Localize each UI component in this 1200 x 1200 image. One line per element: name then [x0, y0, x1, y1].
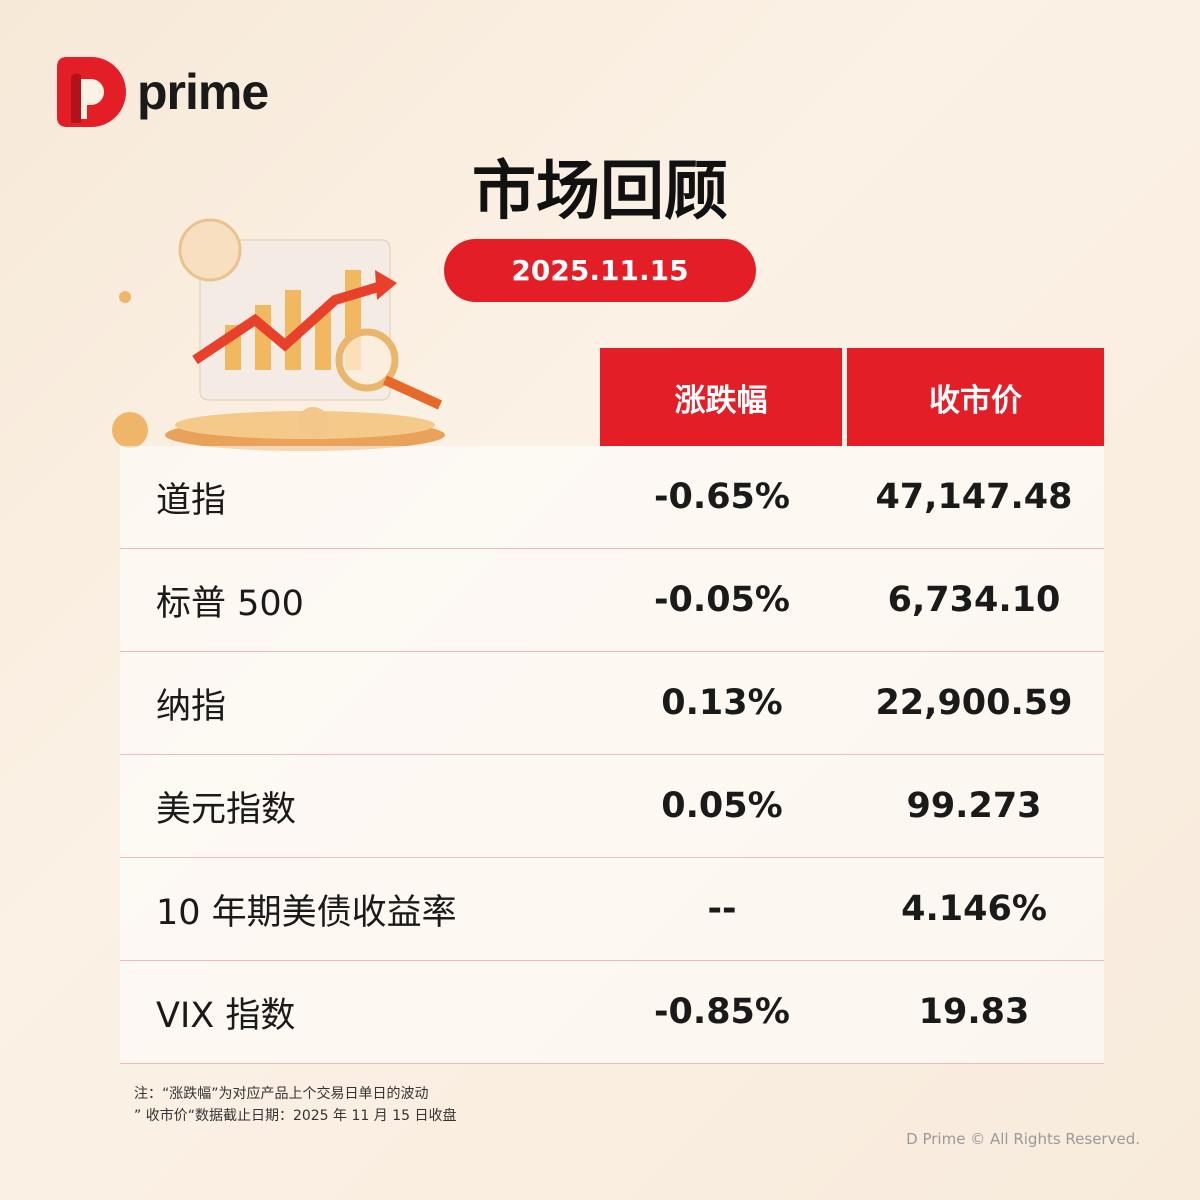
table-row: 美元指数 0.05% 99.273 — [120, 755, 1104, 858]
footnote: 注：“涨跌幅”为对应产品上个交易日单日的波动 ” 收市价“数据截止日期：2025… — [134, 1083, 456, 1127]
close-value: 19.83 — [918, 992, 1030, 1032]
copyright: D Prime © All Rights Reserved. — [906, 1130, 1140, 1148]
index-name: VIX 指数 — [156, 995, 296, 1036]
table-row: 道指 -0.65% 47,147.48 — [120, 446, 1104, 549]
close-value: 4.146% — [901, 889, 1047, 929]
change-value: -0.05% — [654, 580, 790, 620]
brand-name: prime — [137, 64, 269, 120]
close-value: 99.273 — [906, 786, 1042, 826]
table-row: 纳指 0.13% 22,900.59 — [120, 652, 1104, 755]
market-table: 道指 -0.65% 47,147.48 标普 500 -0.05% 6,734.10 纳… — [120, 446, 1104, 1064]
index-name: 道指 — [156, 480, 227, 521]
page-title: 市场回顾 — [472, 155, 728, 229]
index-name: 10 年期美债收益率 — [156, 892, 457, 933]
close-value: 6,734.10 — [887, 580, 1061, 620]
change-value: 0.13% — [661, 683, 783, 723]
d-logo-icon — [57, 57, 126, 127]
index-name: 标普 500 — [156, 583, 304, 624]
brand-logo: prime — [57, 57, 269, 127]
header-close: 收市价 — [847, 348, 1104, 446]
footnote-line: ” 收市价“数据截止日期：2025 年 11 月 15 日收盘 — [134, 1108, 457, 1124]
change-value: -- — [707, 889, 737, 929]
table-row: 标普 500 -0.05% 6,734.10 — [120, 549, 1104, 652]
change-value: -0.85% — [654, 992, 790, 1032]
close-value: 22,900.59 — [875, 683, 1073, 723]
table-row: 10 年期美债收益率 -- 4.146% — [120, 858, 1104, 961]
date-badge: 2025.11.15 — [444, 239, 756, 302]
header-change: 涨跌幅 — [600, 348, 842, 446]
footnote-line: 注：“涨跌幅”为对应产品上个交易日单日的波动 — [134, 1086, 429, 1102]
table-row: VIX 指数 -0.85% 19.83 — [120, 961, 1104, 1064]
close-value: 47,147.48 — [875, 477, 1073, 517]
index-name: 美元指数 — [156, 789, 297, 830]
index-name: 纳指 — [156, 686, 227, 727]
change-value: 0.05% — [661, 786, 783, 826]
market-chart-illustration-icon — [112, 218, 445, 451]
change-value: -0.65% — [654, 477, 790, 517]
